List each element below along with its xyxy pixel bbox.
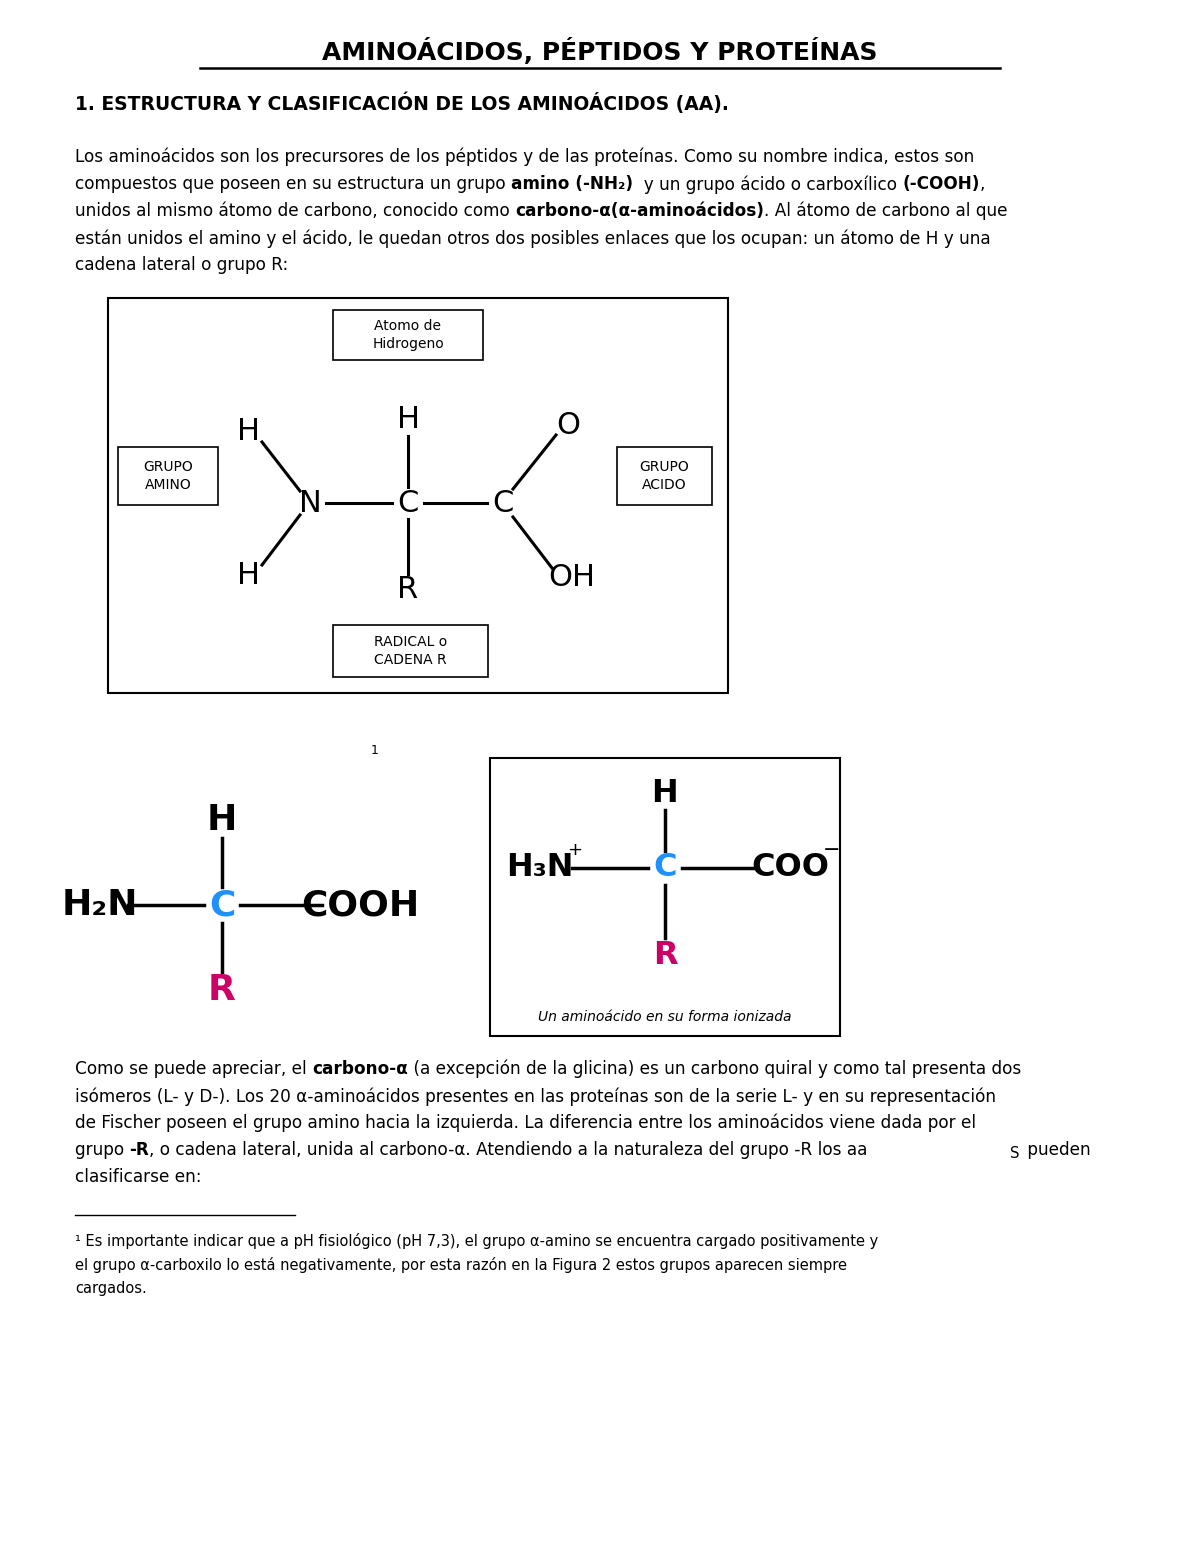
Text: COOH: COOH: [301, 888, 419, 922]
Text: ,: ,: [980, 175, 985, 193]
Text: H: H: [396, 405, 420, 435]
Text: AMINOÁCIDOS, PÉPTIDOS Y PROTEÍNAS: AMINOÁCIDOS, PÉPTIDOS Y PROTEÍNAS: [323, 39, 877, 65]
Text: pueden: pueden: [1022, 1141, 1091, 1159]
Text: carbono-α: carbono-α: [312, 1061, 408, 1078]
Text: amino (-NH₂): amino (-NH₂): [511, 175, 634, 193]
Text: RADICAL o: RADICAL o: [374, 635, 448, 649]
Text: R: R: [653, 940, 677, 971]
Text: H: H: [236, 418, 259, 447]
Text: O: O: [556, 410, 580, 439]
Text: R: R: [397, 576, 419, 604]
Text: C: C: [397, 489, 419, 517]
Text: isómeros (L- y D-). Los 20 α-aminoácidos presentes en las proteínas son de la se: isómeros (L- y D-). Los 20 α-aminoácidos…: [74, 1087, 996, 1106]
Text: CADENA R: CADENA R: [374, 652, 446, 666]
Text: C: C: [209, 888, 235, 922]
Text: OH: OH: [548, 564, 595, 593]
Text: Los aminoácidos son los precursores de los péptidos y de las proteínas. Como su : Los aminoácidos son los precursores de l…: [74, 148, 974, 166]
Text: carbono-α(α-aminoácidos): carbono-α(α-aminoácidos): [515, 202, 764, 221]
Text: grupo: grupo: [74, 1141, 130, 1159]
Text: H₃N: H₃N: [506, 853, 574, 884]
Text: . Al átomo de carbono al que: . Al átomo de carbono al que: [764, 202, 1008, 221]
Text: GRUPO: GRUPO: [640, 460, 689, 474]
Text: COO: COO: [751, 853, 829, 884]
Text: 1: 1: [371, 744, 379, 756]
Text: N: N: [299, 489, 322, 517]
Text: 1. ESTRUCTURA Y CLASIFICACIÓN DE LOS AMINOÁCIDOS (AA).: 1. ESTRUCTURA Y CLASIFICACIÓN DE LOS AMI…: [74, 92, 728, 113]
Text: y un grupo ácido o carboxílico: y un grupo ácido o carboxílico: [634, 175, 902, 194]
Text: AMINO: AMINO: [145, 478, 191, 492]
Text: ¹ Es importante indicar que a pH fisiológico (pH 7,3), el grupo α-amino se encue: ¹ Es importante indicar que a pH fisioló…: [74, 1233, 878, 1249]
Text: Como se puede apreciar, el: Como se puede apreciar, el: [74, 1061, 312, 1078]
Text: -R: -R: [130, 1141, 149, 1159]
Text: +: +: [568, 842, 582, 859]
Text: unidos al mismo átomo de carbono, conocido como: unidos al mismo átomo de carbono, conoci…: [74, 202, 515, 221]
Text: ACIDO: ACIDO: [642, 478, 686, 492]
Text: R: R: [208, 974, 236, 1006]
Text: están unidos el amino y el ácido, le quedan otros dos posibles enlaces que los o: están unidos el amino y el ácido, le que…: [74, 228, 991, 247]
Text: Atomo de: Atomo de: [374, 318, 442, 332]
Text: H: H: [236, 561, 259, 590]
Bar: [334, 311, 482, 360]
Text: cadena lateral o grupo R:: cadena lateral o grupo R:: [74, 256, 288, 273]
Text: cargados.: cargados.: [74, 1281, 146, 1297]
Text: S: S: [1010, 1146, 1020, 1162]
Text: C: C: [653, 853, 677, 884]
Bar: [108, 298, 728, 693]
Text: , o cadena lateral, unida al carbono-α. Atendiendo a la naturaleza del grupo -R : , o cadena lateral, unida al carbono-α. …: [149, 1141, 868, 1159]
Text: el grupo α-carboxilo lo está negativamente, por esta razón en la Figura 2 estos : el grupo α-carboxilo lo está negativamen…: [74, 1256, 847, 1273]
Text: (-COOH): (-COOH): [902, 175, 980, 193]
Bar: [490, 758, 840, 1036]
Text: clasificarse en:: clasificarse en:: [74, 1168, 202, 1186]
Text: GRUPO: GRUPO: [143, 460, 193, 474]
Bar: [334, 624, 488, 677]
Text: C: C: [492, 489, 514, 517]
Text: (a excepción de la glicina) es un carbono quiral y como tal presenta dos: (a excepción de la glicina) es un carbon…: [408, 1061, 1021, 1078]
Text: H: H: [652, 778, 678, 809]
Bar: [617, 447, 712, 505]
Text: Hidrogeno: Hidrogeno: [372, 337, 444, 351]
Text: Un aminoácido en su forma ionizada: Un aminoácido en su forma ionizada: [539, 1009, 792, 1023]
Text: −: −: [823, 840, 841, 860]
Text: de Fischer poseen el grupo amino hacia la izquierda. La diferencia entre los ami: de Fischer poseen el grupo amino hacia l…: [74, 1114, 976, 1132]
Text: H₂N: H₂N: [61, 888, 138, 922]
Text: H: H: [206, 803, 238, 837]
Bar: [118, 447, 218, 505]
Text: compuestos que poseen en su estructura un grupo: compuestos que poseen en su estructura u…: [74, 175, 511, 193]
